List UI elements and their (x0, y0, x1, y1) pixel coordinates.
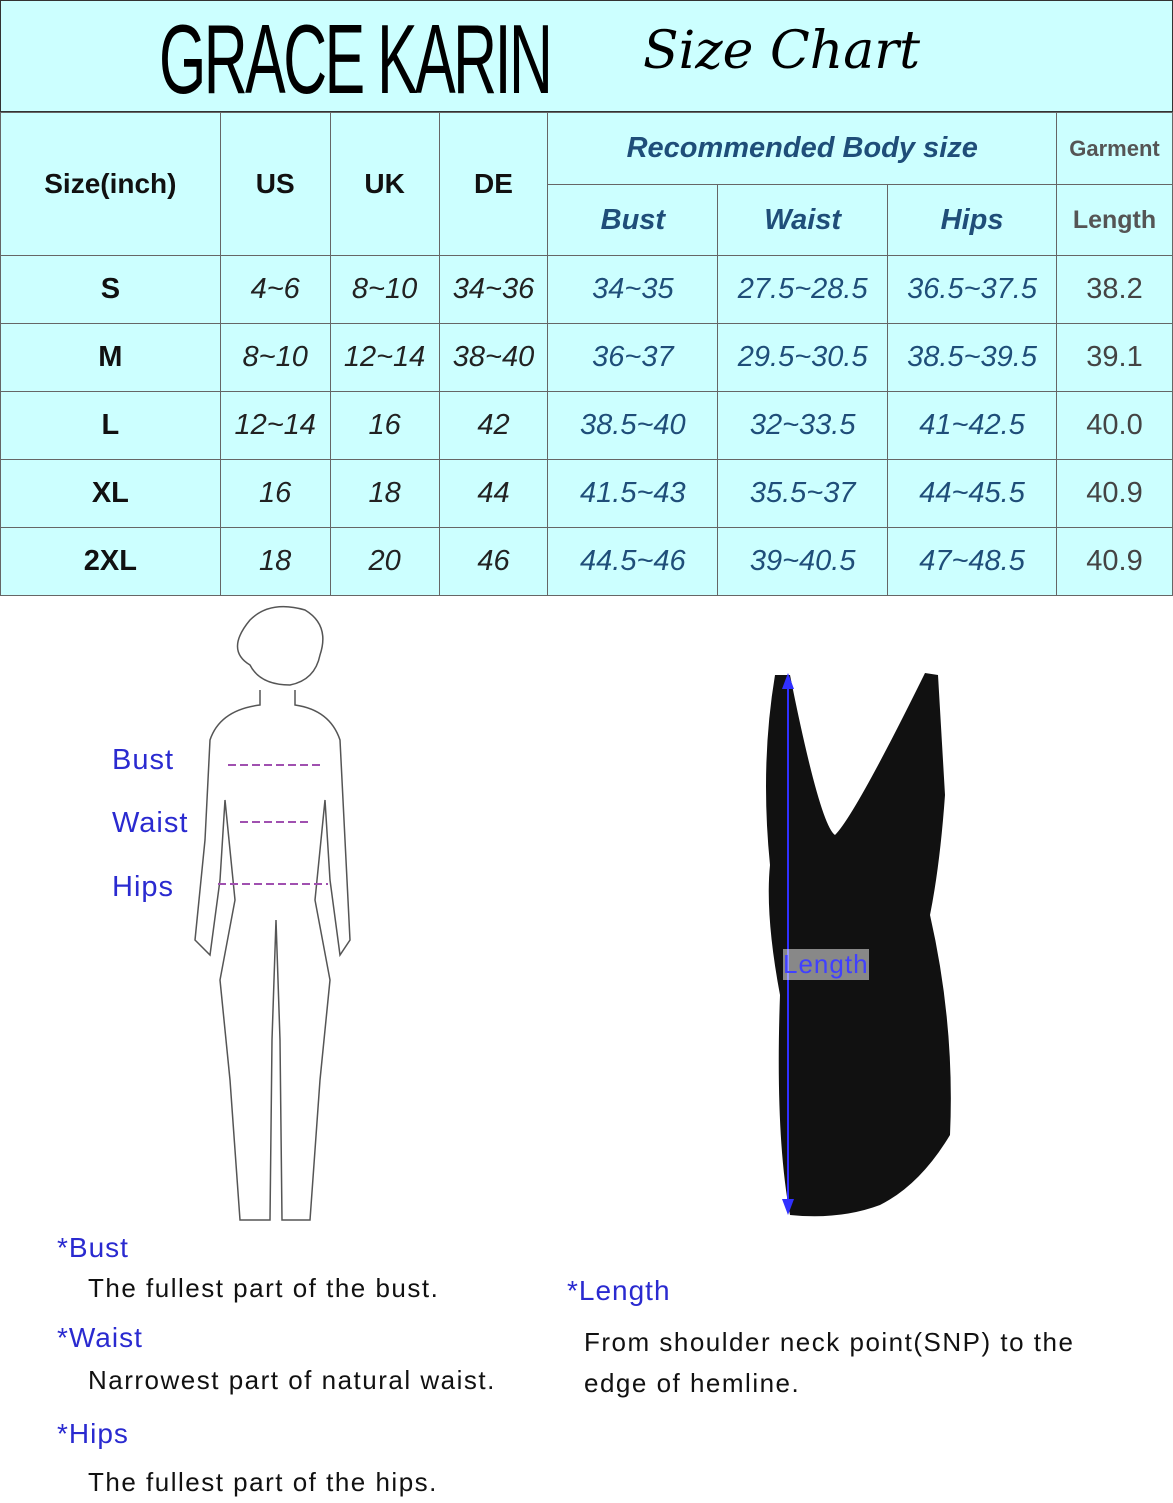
def-waist-heading: *Waist (57, 1322, 143, 1353)
dress-illustration (766, 673, 951, 1217)
cell-bust: 44.5~46 (547, 527, 719, 596)
header-length: Length (1056, 184, 1173, 256)
cell-us: 12~14 (219, 391, 331, 460)
cell-bust: 34~35 (547, 255, 719, 324)
figure-label-hips: Hips (112, 871, 175, 903)
cell-size: L (0, 391, 221, 460)
cell-de: 46 (438, 527, 549, 596)
cell-waist: 29.5~30.5 (717, 323, 889, 392)
cell-hips: 44~45.5 (887, 459, 1057, 528)
header-bust: Bust (547, 184, 719, 256)
cell-length: 40.9 (1056, 459, 1173, 528)
cell-hips: 47~48.5 (887, 527, 1057, 596)
cell-waist: 35.5~37 (717, 459, 889, 528)
cell-hips: 36.5~37.5 (887, 255, 1057, 324)
size-table: Size(inch) US UK DE Recommended Body siz… (0, 112, 1173, 596)
def-hips-heading: *Hips (57, 1418, 129, 1449)
cell-length: 40.9 (1056, 527, 1173, 596)
cell-hips: 38.5~39.5 (887, 323, 1057, 392)
cell-uk: 8~10 (329, 255, 440, 324)
header-waist: Waist (717, 184, 889, 256)
cell-bust: 41.5~43 (547, 459, 719, 528)
cell-length: 40.0 (1056, 391, 1173, 460)
def-length-text-1: From shoulder neck point(SNP) to the (584, 1327, 1075, 1357)
cell-de: 34~36 (438, 255, 549, 324)
def-bust-text: The fullest part of the bust. (88, 1273, 440, 1303)
table-row: 2XL 18 20 46 44.5~46 39~40.5 47~48.5 40.9 (0, 527, 1173, 596)
cell-hips: 41~42.5 (887, 391, 1057, 460)
brand-logo: GRACE KARIN (159, 4, 553, 114)
cell-bust: 38.5~40 (547, 391, 719, 460)
figure-label-length: Length (783, 949, 869, 980)
cell-de: 38~40 (438, 323, 549, 392)
cell-us: 18 (219, 527, 331, 596)
def-waist-text: Narrowest part of natural waist. (88, 1365, 496, 1395)
cell-uk: 18 (329, 459, 440, 528)
cell-size: XL (0, 459, 221, 528)
header-us: US (219, 112, 331, 256)
header-garment: Garment (1056, 112, 1173, 185)
header-size: Size(inch) (0, 112, 221, 256)
cell-size: S (0, 255, 221, 324)
table-row: S 4~6 8~10 34~36 34~35 27.5~28.5 36.5~37.5 38.2 (0, 255, 1173, 324)
cell-waist: 32~33.5 (717, 391, 889, 460)
header-body-size: Recommended Body size (547, 112, 1057, 185)
figure-label-waist: Waist (112, 807, 189, 839)
cell-bust: 36~37 (547, 323, 719, 392)
def-length-heading: *Length (567, 1275, 671, 1306)
cell-uk: 20 (329, 527, 440, 596)
cell-length: 39.1 (1056, 323, 1173, 392)
cell-us: 4~6 (219, 255, 331, 324)
cell-de: 42 (438, 391, 549, 460)
cell-size: 2XL (0, 527, 221, 596)
cell-length: 38.2 (1056, 255, 1173, 324)
body-figure-illustration (194, 605, 351, 1221)
table-row: L 12~14 16 42 38.5~40 32~33.5 41~42.5 40.0 (0, 391, 1173, 460)
cell-waist: 27.5~28.5 (717, 255, 889, 324)
def-length-text-2: edge of hemline. (584, 1368, 801, 1398)
cell-us: 8~10 (219, 323, 331, 392)
header-de: DE (438, 112, 549, 256)
header: GRACE KARIN Size Chart (0, 0, 1173, 114)
def-hips-text: The fullest part of the hips. (88, 1467, 438, 1497)
page-title: Size Chart (643, 21, 920, 81)
header-uk: UK (329, 112, 440, 256)
cell-size: M (0, 323, 221, 392)
cell-uk: 16 (329, 391, 440, 460)
cell-waist: 39~40.5 (717, 527, 889, 596)
header-hips: Hips (887, 184, 1057, 256)
cell-de: 44 (438, 459, 549, 528)
figure-label-bust: Bust (112, 744, 175, 776)
cell-us: 16 (219, 459, 331, 528)
def-bust-heading: *Bust (57, 1232, 129, 1263)
table-row: M 8~10 12~14 38~40 36~37 29.5~30.5 38.5~39.5 39… (0, 323, 1173, 392)
cell-uk: 12~14 (329, 323, 440, 392)
table-row: XL 16 18 44 41.5~43 35.5~37 44~45.5 40.9 (0, 459, 1173, 528)
